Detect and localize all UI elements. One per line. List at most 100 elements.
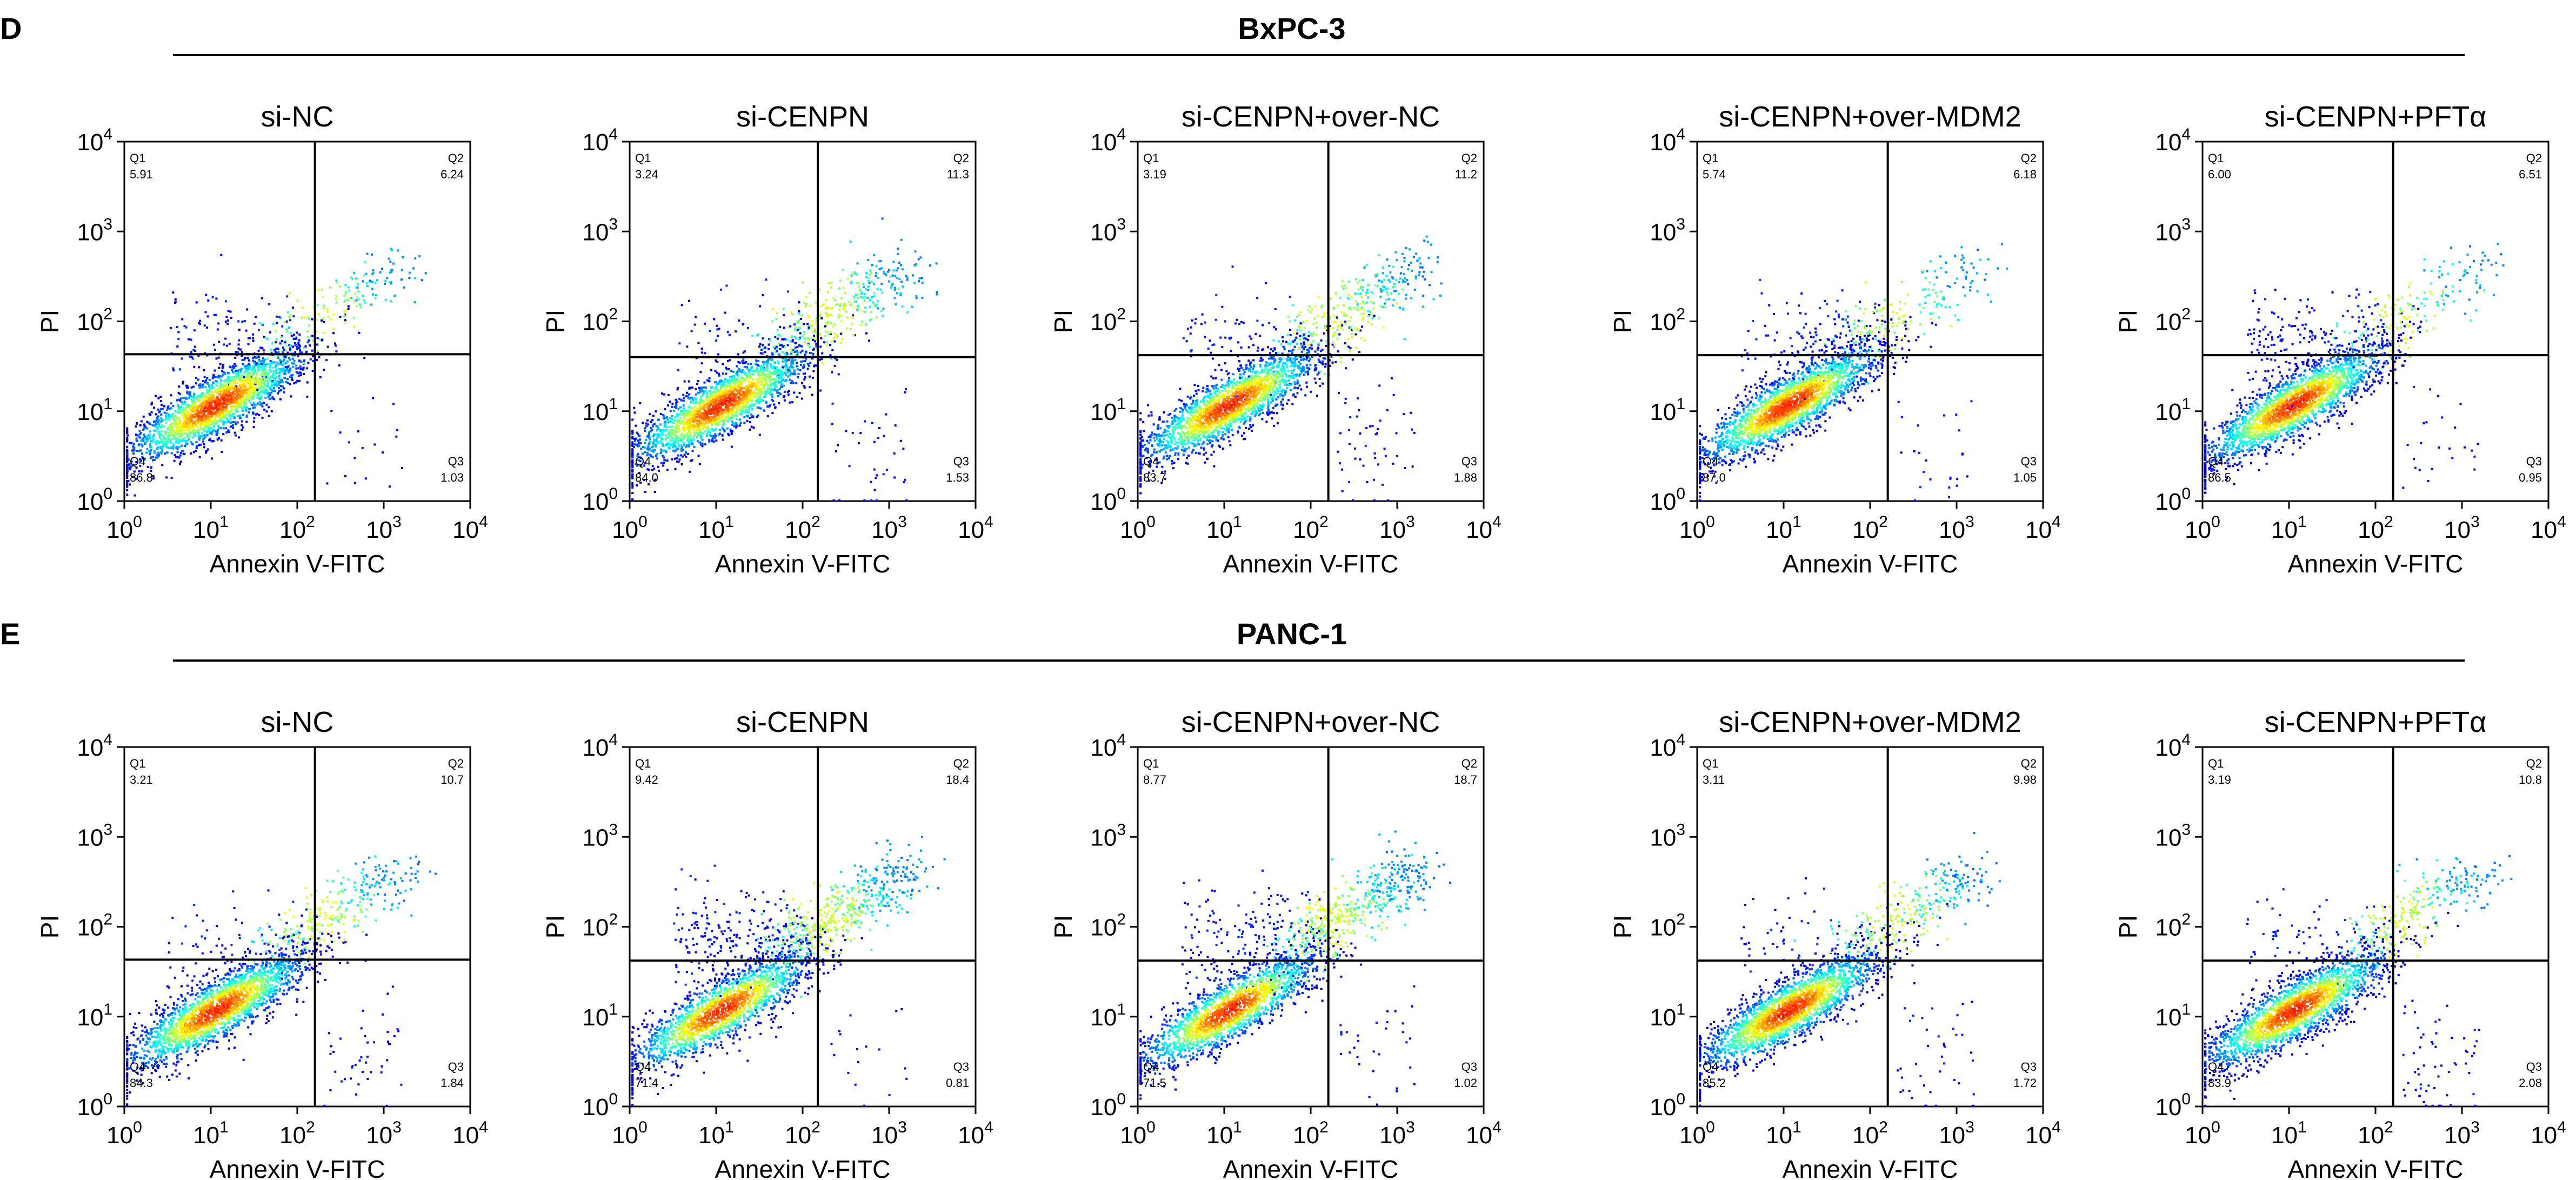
x-tick-exponent: 4 [2557, 513, 2566, 531]
x-tick-base: 10 [1379, 517, 1406, 543]
y-tick-base: 10 [2155, 915, 2181, 941]
x-tick-label: 102 [1293, 513, 1329, 543]
y-tick-label: 100 [77, 485, 112, 515]
y-tick-label: 103 [1650, 215, 1685, 245]
quadrant-label-q1: Q1 [2208, 757, 2224, 770]
y-tick-exponent: 2 [103, 911, 112, 929]
y-tick-base: 10 [1090, 489, 1117, 515]
y-tick-base: 10 [2155, 309, 2181, 336]
y-tick-exponent: 3 [609, 821, 618, 838]
y-tick-label: 102 [1650, 305, 1685, 336]
y-tick-base: 10 [1090, 309, 1117, 336]
y-tick-base: 10 [582, 129, 609, 156]
y-tick-label: 103 [2155, 215, 2191, 245]
x-tick-exponent: 1 [1792, 1118, 1801, 1136]
plot-4: si-CENPN+over-MDM2Q15.74Q26.18Q31.05Q487… [1609, 101, 2061, 578]
y-tick-exponent: 1 [1676, 1001, 1685, 1018]
x-tick-label: 104 [1466, 513, 1501, 543]
x-tick-label: 100 [106, 513, 142, 543]
y-tick-base: 10 [77, 915, 103, 941]
plot-subtitle: si-CENPN+over-NC [1182, 101, 1440, 133]
plot-4: si-CENPN+over-MDM2Q13.11Q29.98Q31.72Q485… [1609, 706, 2061, 1180]
x-tick-base: 10 [2185, 1122, 2211, 1149]
plot-1: si-NCQ13.21Q210.7Q31.84Q484.310010010110… [36, 706, 488, 1180]
x-tick-label: 103 [366, 1118, 402, 1149]
quadrant-label-q4: Q4 [130, 455, 145, 468]
x-tick-exponent: 1 [725, 1118, 734, 1136]
x-tick-exponent: 0 [638, 1118, 648, 1136]
x-tick-base: 10 [1679, 1122, 1706, 1149]
y-tick-base: 10 [582, 489, 609, 515]
x-tick-label: 101 [1766, 513, 1801, 543]
y-tick-base: 10 [2155, 735, 2181, 761]
y-tick-base: 10 [2155, 219, 2181, 245]
quadrant-label-q1: Q1 [1703, 757, 1718, 770]
plot-2: si-CENPNQ13.24Q211.3Q31.53Q484.010010010… [541, 101, 993, 578]
x-tick-exponent: 0 [638, 513, 648, 531]
x-tick-label: 102 [279, 513, 315, 543]
quadrant-label-q1: Q1 [635, 757, 651, 770]
x-tick-label: 103 [1379, 1118, 1415, 1149]
quadrant-label-q2: Q2 [2021, 151, 2037, 165]
quadrant-value-q4: 85.2 [1703, 1076, 1726, 1090]
quadrant-label-q2: Q2 [2526, 151, 2542, 165]
y-tick-base: 10 [1090, 824, 1117, 851]
y-tick-exponent: 2 [1676, 911, 1685, 929]
y-axis-label: PI [36, 915, 64, 938]
x-tick-label: 104 [2025, 513, 2061, 543]
y-axis-label: PI [541, 310, 569, 333]
quadrant-value-q4: 84.0 [635, 471, 658, 484]
x-tick-exponent: 4 [2557, 1118, 2566, 1136]
y-tick-exponent: 4 [2181, 731, 2191, 749]
quadrant-label-q4: Q4 [1143, 1060, 1159, 1074]
quadrant-value-q2: 10.8 [2519, 773, 2542, 786]
x-tick-base: 10 [1939, 517, 1965, 543]
quadrant-label-q4: Q4 [2208, 1060, 2224, 1074]
x-tick-base: 10 [1939, 1122, 1965, 1149]
x-tick-base: 10 [279, 1122, 306, 1149]
quadrant-value-q3: 0.95 [2519, 471, 2542, 484]
y-tick-base: 10 [1090, 129, 1117, 156]
y-tick-base: 10 [1650, 915, 1676, 941]
y-axis-label: PI [2114, 915, 2142, 938]
y-tick-exponent: 3 [2181, 821, 2191, 838]
y-tick-exponent: 3 [1676, 215, 1685, 233]
quadrant-value-q4: 83.7 [1143, 471, 1166, 484]
quadrant-label-q3: Q3 [2526, 455, 2542, 468]
x-tick-base: 10 [871, 517, 898, 543]
plot-frame [2203, 747, 2548, 1106]
x-tick-label: 100 [1120, 1118, 1156, 1149]
y-tick-base: 10 [1090, 219, 1117, 245]
quadrant-label-q4: Q4 [2208, 455, 2224, 468]
y-tick-label: 104 [2155, 731, 2191, 761]
quadrant-value-q3: 1.05 [2013, 471, 2037, 484]
plot-frame [1697, 142, 2043, 501]
x-tick-base: 10 [958, 517, 984, 543]
y-axis-label: PI [2114, 310, 2142, 333]
x-tick-base: 10 [2185, 517, 2211, 543]
x-tick-base: 10 [785, 517, 811, 543]
x-tick-label: 102 [785, 513, 820, 543]
x-tick-label: 104 [958, 513, 993, 543]
quadrant-value-q3: 1.53 [946, 471, 969, 484]
quadrant-value-q1: 5.74 [1703, 168, 1726, 181]
x-tick-exponent: 3 [2471, 1118, 2480, 1136]
x-tick-base: 10 [1206, 517, 1233, 543]
y-tick-label: 101 [1650, 1001, 1685, 1031]
y-tick-exponent: 4 [1676, 731, 1685, 749]
y-tick-exponent: 2 [609, 305, 618, 323]
y-tick-exponent: 4 [1117, 731, 1126, 749]
y-tick-label: 104 [1650, 125, 1685, 156]
quadrant-value-q1: 5.91 [130, 168, 153, 181]
y-tick-base: 10 [77, 219, 103, 245]
x-tick-label: 104 [2025, 1118, 2061, 1149]
panel-title: BxPC-3 [1238, 11, 1345, 45]
quadrant-value-q4: 86.5 [2208, 471, 2231, 484]
x-axis-label: Annexin V-FITC [210, 550, 385, 578]
y-tick-base: 10 [582, 219, 609, 245]
y-tick-label: 102 [77, 911, 112, 941]
y-tick-exponent: 3 [1117, 821, 1126, 838]
x-tick-label: 100 [106, 1118, 142, 1149]
quadrant-value-q4: 84.3 [130, 1076, 153, 1090]
plot-subtitle: si-CENPN [736, 101, 869, 133]
